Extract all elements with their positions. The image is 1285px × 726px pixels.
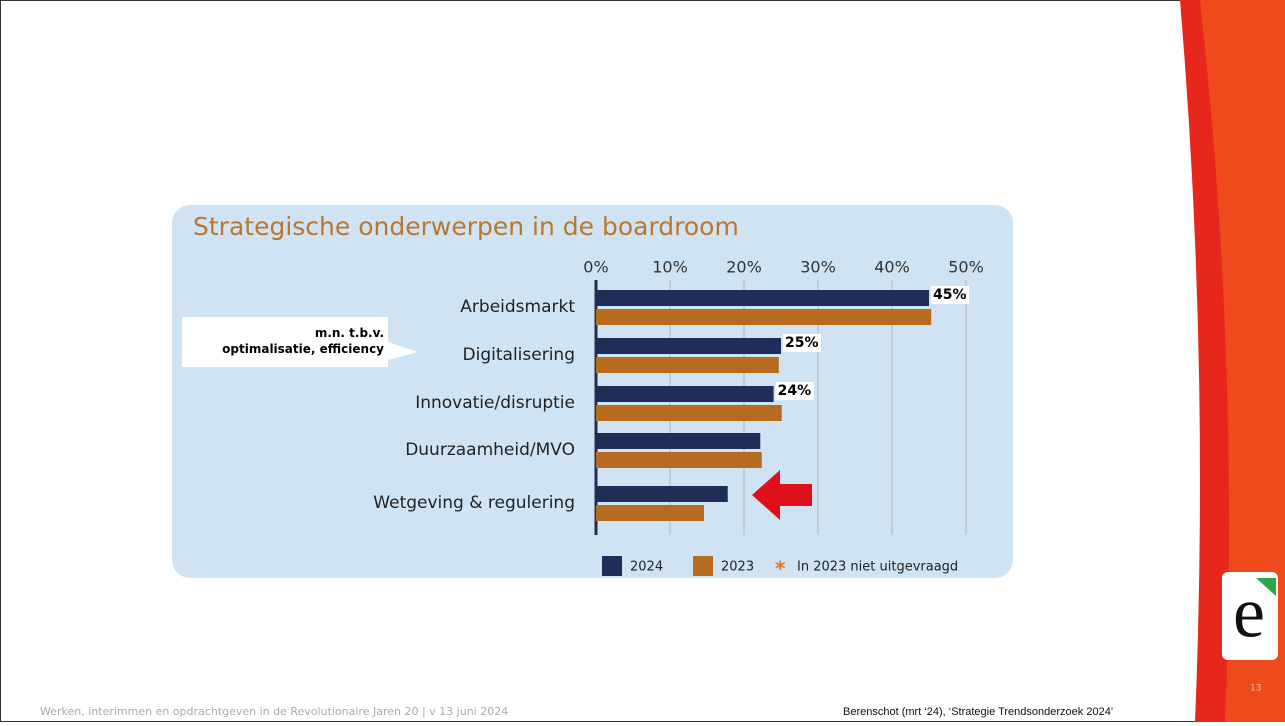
value-label: 25% [785, 335, 819, 351]
x-tick-label: 40% [874, 258, 910, 277]
bar [596, 486, 728, 502]
footer-source: Berenschot (mrt ‘24), ‘Strategie Trendso… [843, 706, 1113, 718]
x-tick-label: 10% [652, 258, 688, 277]
x-tick-label: 30% [800, 258, 836, 277]
annotation-line: optimalisatie, efficiency [222, 342, 384, 356]
bar [596, 309, 931, 325]
x-tick-label: 50% [948, 258, 984, 277]
logo: e [1233, 573, 1265, 653]
bar [596, 505, 704, 521]
page: e Strategische onderwerpen in de boardro… [0, 0, 1285, 726]
legend-symbol: * [775, 557, 786, 581]
category-label: Digitalisering [463, 345, 575, 365]
x-tick-label: 20% [726, 258, 762, 277]
category-label: Wetgeving & regulering [373, 493, 575, 513]
legend-swatch [693, 556, 713, 576]
category-label: Arbeidsmarkt [460, 297, 575, 317]
category-label: Innovatie/disruptie [415, 393, 575, 413]
bar [596, 433, 760, 449]
legend-swatch [602, 556, 622, 576]
footer-left: Werken, interimmen en opdrachtgeven in d… [40, 705, 508, 718]
legend-note: In 2023 niet uitgevraagd [797, 560, 958, 575]
legend-label: 2023 [721, 560, 754, 575]
category-label: Duurzaamheid/MVO [405, 440, 575, 460]
value-label: 24% [778, 383, 812, 399]
bar [596, 290, 929, 306]
value-label: 45% [933, 287, 967, 303]
page-number: 13 [1250, 684, 1261, 694]
bar [596, 338, 781, 354]
bar [596, 386, 774, 402]
annotation-line: m.n. t.b.v. [315, 326, 384, 340]
x-tick-label: 0% [583, 258, 608, 277]
bar [596, 405, 782, 421]
bar [596, 452, 762, 468]
bar [596, 357, 779, 373]
legend-label: 2024 [630, 560, 663, 575]
chart-title: Strategische onderwerpen in de boardroom [193, 212, 739, 241]
slide: e Strategische onderwerpen in de boardro… [0, 0, 1285, 722]
